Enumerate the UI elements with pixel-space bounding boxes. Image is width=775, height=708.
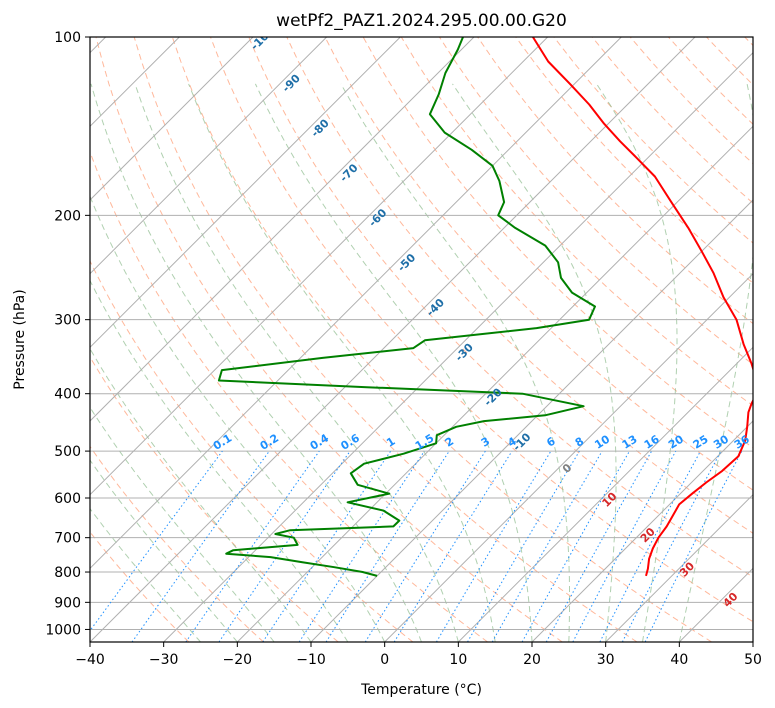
mixing-ratio-line: [644, 450, 743, 642]
moist-adiabat: [90, 406, 275, 642]
y-tick-label: 300: [54, 313, 81, 329]
moist-adiabat: [90, 83, 422, 642]
isotherm: [605, 493, 753, 642]
x-tick-label: 10: [449, 652, 467, 668]
isotherm: [310, 199, 753, 642]
moist-adiabat: [340, 83, 571, 642]
y-tick-label: 500: [54, 444, 81, 460]
isotherm: [90, 37, 475, 422]
dewpoint-profile-line: [217, 37, 596, 577]
y-axis-ticks: 1000 900 800 700 600 500 400 300 200 100: [45, 30, 90, 638]
mixing-ratio-line: [262, 450, 392, 642]
dry-adiabat: [90, 356, 339, 642]
isotherm: [236, 125, 753, 642]
x-tick-label: 20: [523, 652, 541, 668]
dry-adiabat: [210, 37, 753, 623]
x-axis-ticks: −40 −30 −20 −10 0 10 20 30 40 50: [75, 642, 762, 668]
grid-lines: [90, 37, 753, 642]
mixing-ratio-line: [521, 450, 630, 642]
y-tick-label: 900: [54, 595, 81, 611]
isotherm: [90, 37, 254, 201]
chart-title: wetPf2_PAZ1.2024.295.00.00.G20: [276, 11, 567, 31]
x-tick-label: −10: [296, 652, 326, 668]
y-tick-label: 200: [54, 208, 81, 224]
isotherm: [384, 272, 753, 642]
moist-adiabat: [596, 83, 678, 642]
adiabat-lines: [90, 37, 753, 642]
dry-adiabat: [171, 37, 712, 642]
isotherm: [531, 420, 753, 642]
isotherm: [90, 37, 622, 570]
moist-adiabat: [188, 83, 496, 642]
moist-adiabat: [254, 83, 533, 642]
dry-adiabat: [90, 445, 264, 642]
x-tick-label: −20: [223, 652, 253, 668]
moist-adiabat: [90, 507, 201, 642]
y-axis-title: Pressure (hPa): [12, 289, 28, 389]
mixing-ratio-line: [131, 450, 270, 642]
temperature-profile-line: [532, 37, 753, 577]
x-tick-label: 40: [670, 652, 688, 668]
dry-adiabat: [95, 37, 563, 642]
x-tick-label: −40: [75, 652, 105, 668]
mixing-ratio-line: [185, 450, 320, 642]
mixing-ratio-line: [393, 450, 513, 642]
mixing-ratio-line: [325, 450, 450, 642]
y-tick-label: 400: [54, 387, 81, 403]
x-tick-label: 30: [597, 652, 615, 668]
isotherm: [90, 37, 328, 275]
dry-adiabat: [90, 259, 414, 642]
isotherm: [457, 346, 753, 642]
isotherm: [90, 37, 696, 642]
mixing-ratio-line: [218, 450, 351, 642]
y-tick-label: 600: [54, 491, 81, 507]
moist-adiabat: [90, 459, 238, 642]
moist-adiabat: [452, 83, 617, 642]
dry-adiabat: [133, 37, 638, 642]
moist-adiabat: [678, 83, 753, 642]
dry-adiabat: [286, 37, 753, 534]
moist-adiabat: [90, 347, 312, 642]
dry-adiabat: [248, 37, 753, 578]
mixing-ratio-lines: [90, 450, 743, 642]
x-tick-label: 0: [380, 652, 389, 668]
x-tick-label: 50: [744, 652, 762, 668]
y-tick-label: 800: [54, 565, 81, 581]
profile-lines: [217, 37, 753, 577]
isotherm: [90, 37, 549, 496]
isotherm: [90, 37, 401, 349]
y-tick-label: 700: [54, 531, 81, 547]
plot-frame: [89, 36, 754, 643]
moist-adiabat: [134, 83, 459, 642]
plot-area: 0.1 0.2 0.4 0.6 1 1.5 2 3 4 6 8 10 13 16 20 25 30 36-100-…: [90, 37, 753, 642]
x-tick-label: −30: [149, 652, 179, 668]
dry-adiabat: [324, 37, 753, 491]
mixing-ratio-line: [298, 450, 425, 642]
moist-adiabat: [90, 195, 386, 642]
y-tick-label: 100: [54, 30, 81, 46]
mixing-ratio-line: [90, 450, 223, 632]
mixing-ratio-line: [572, 450, 677, 642]
dry-adiabat: [515, 37, 753, 284]
isotherm: [163, 51, 753, 642]
mixing-ratio-line: [545, 450, 653, 642]
y-tick-label: 1000: [45, 622, 81, 638]
x-axis-title: Temperature (°C): [360, 682, 482, 698]
